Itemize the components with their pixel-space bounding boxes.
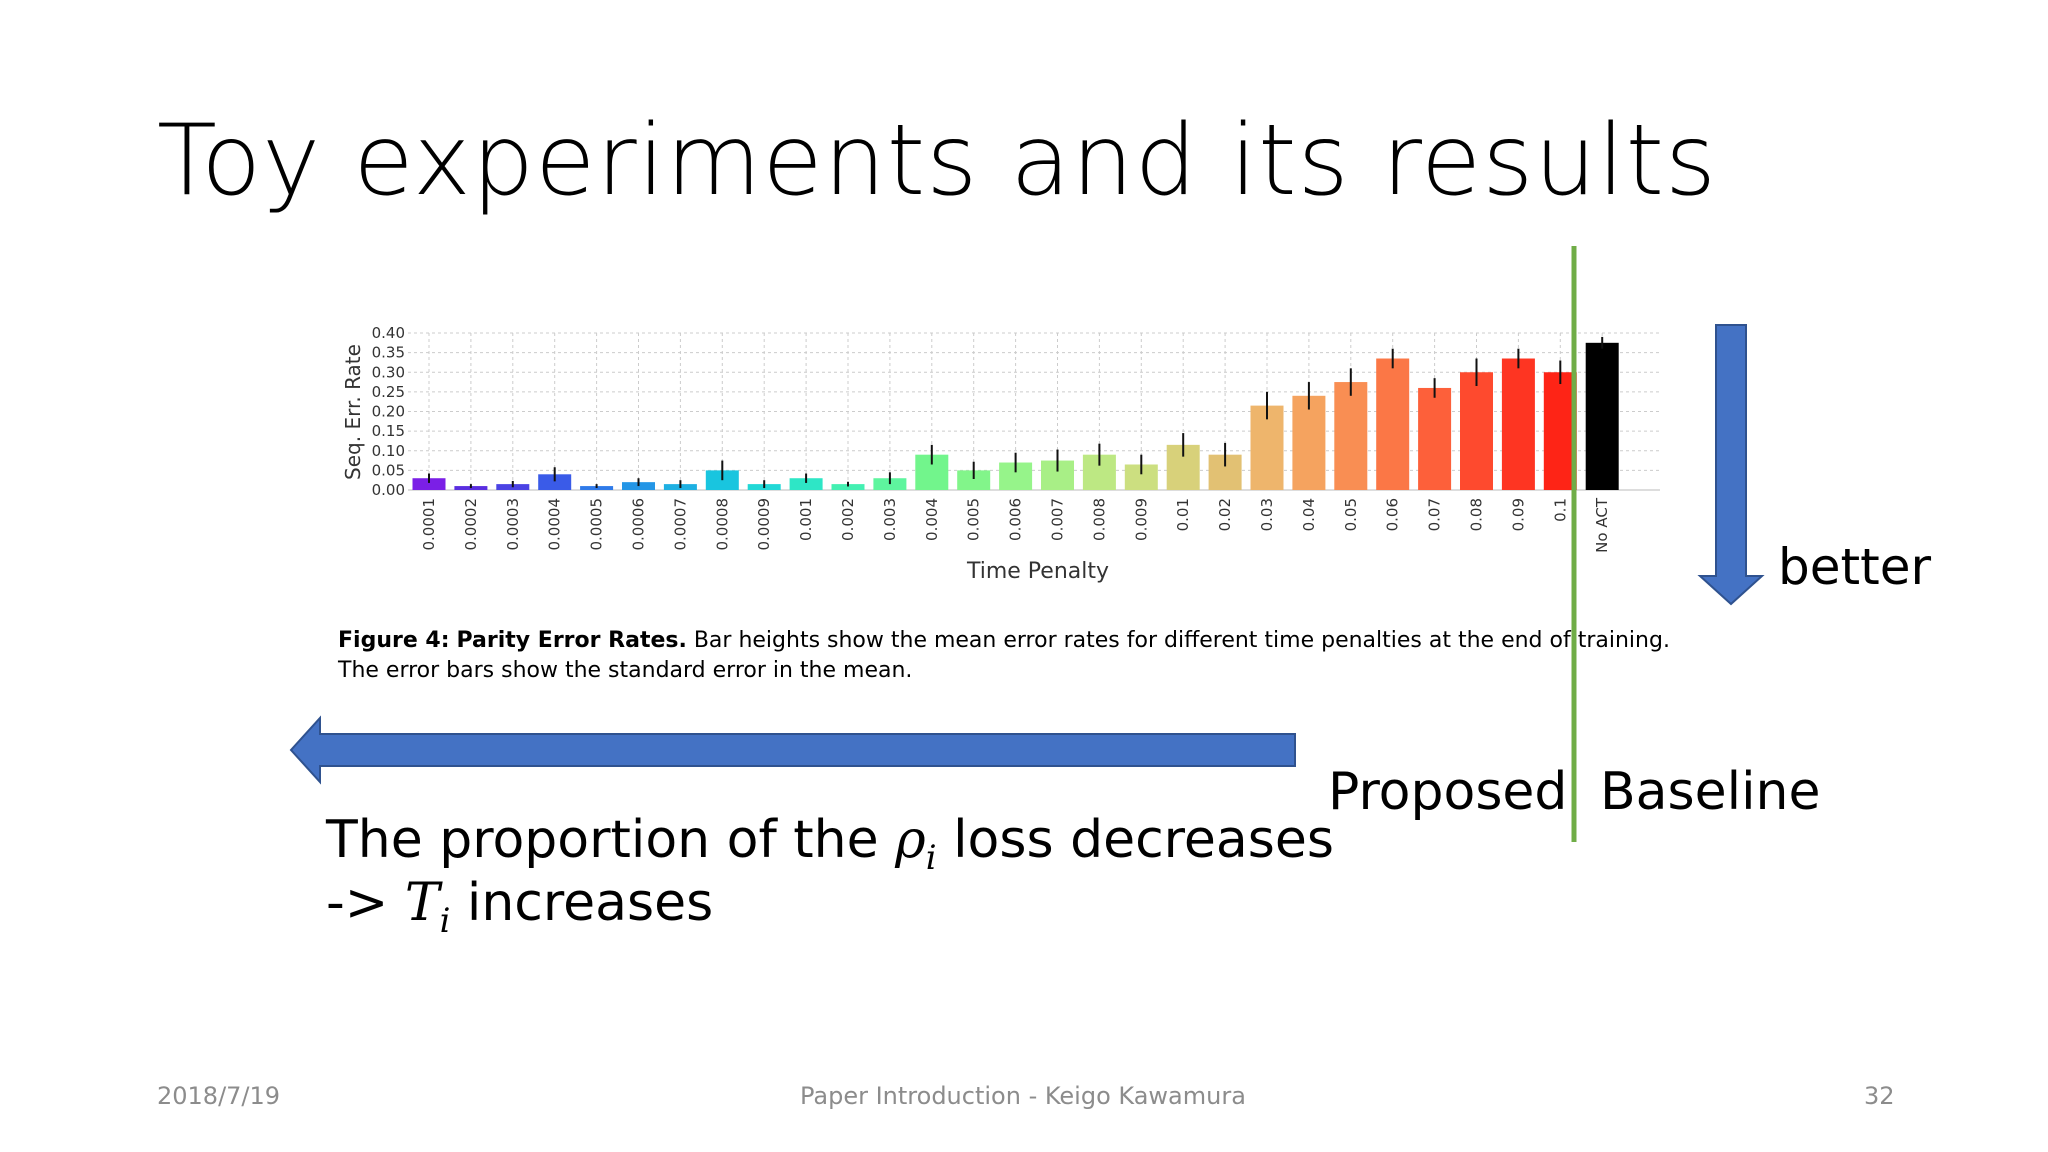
caption-figure-title: Parity Error Rates. bbox=[456, 628, 687, 653]
x-tick-label: 0.0003 bbox=[504, 498, 522, 551]
y-tick-label: 0.35 bbox=[372, 344, 405, 362]
x-tick-label: 0.001 bbox=[797, 498, 815, 541]
figure-caption: Figure 4: Parity Error Rates. Bar height… bbox=[338, 626, 1678, 686]
bar-0.0004 bbox=[538, 474, 572, 490]
x-tick-label: 0.006 bbox=[1007, 498, 1025, 541]
y-tick-label: 0.05 bbox=[372, 461, 405, 479]
note-line2-prefix: -> bbox=[326, 873, 389, 933]
x-tick-label: 0.08 bbox=[1468, 498, 1486, 531]
x-tick-label: 0.0006 bbox=[630, 498, 648, 551]
x-tick-label: 0.0007 bbox=[671, 498, 689, 551]
left-arrow bbox=[289, 715, 1296, 785]
x-tick-label: 0.0002 bbox=[462, 498, 480, 551]
note-line-2: -> Ti increases bbox=[326, 873, 713, 940]
caption-figure-label: Figure 4: bbox=[338, 628, 450, 653]
y-tick-label: 0.25 bbox=[372, 383, 405, 401]
y-tick-label: 0.30 bbox=[372, 363, 405, 381]
bar-0.03 bbox=[1250, 405, 1284, 490]
x-tick-label: 0.1 bbox=[1551, 498, 1569, 522]
x-tick-label: 0.0001 bbox=[420, 498, 438, 551]
y-tick-label: 0.40 bbox=[372, 324, 405, 342]
bar-0.005 bbox=[957, 470, 991, 490]
bar-0.1 bbox=[1543, 372, 1577, 490]
bar-0.002 bbox=[831, 484, 865, 490]
caption-line-1: Figure 4: Parity Error Rates. Bar height… bbox=[338, 626, 1678, 656]
x-tick-label: 0.01 bbox=[1174, 498, 1192, 531]
x-tick-label: 0.007 bbox=[1049, 498, 1067, 541]
x-tick-label: 0.07 bbox=[1426, 498, 1444, 531]
x-tick-label: No ACT bbox=[1593, 497, 1611, 553]
bar-0.08 bbox=[1460, 372, 1493, 490]
chart-x-axis-label: Time Penalty bbox=[966, 559, 1109, 584]
bar-no-act bbox=[1585, 342, 1619, 490]
x-tick-label: 0.05 bbox=[1342, 498, 1360, 531]
x-tick-label: 0.06 bbox=[1384, 498, 1402, 531]
chart-y-axis-label: Seq. Err. Rate bbox=[341, 344, 365, 480]
caption-line-2: The error bars show the standard error i… bbox=[338, 658, 913, 683]
note-line1-suffix: loss decreases bbox=[953, 810, 1334, 870]
down-arrow bbox=[1697, 324, 1765, 606]
chart-errorbars bbox=[428, 336, 1604, 489]
note-line-1: The proportion of the ρi loss decreases bbox=[326, 810, 1334, 877]
bar-0.05 bbox=[1334, 382, 1368, 490]
bar-0.07 bbox=[1418, 387, 1452, 490]
bar-0.06 bbox=[1376, 358, 1410, 490]
better-label: better bbox=[1778, 538, 1932, 596]
x-tick-label: 0.005 bbox=[965, 498, 983, 541]
y-tick-label: 0.20 bbox=[372, 403, 405, 421]
x-tick-label: 0.0005 bbox=[588, 498, 606, 551]
y-tick-label: 0.15 bbox=[372, 422, 405, 440]
caption-text-1: Bar heights show the mean error rates fo… bbox=[693, 628, 1670, 653]
x-tick-label: 0.03 bbox=[1258, 498, 1276, 531]
proposed-label: Proposed bbox=[1328, 762, 1568, 822]
bar-0.04 bbox=[1292, 395, 1326, 490]
x-tick-label: 0.002 bbox=[839, 498, 857, 541]
bar-0.001 bbox=[789, 478, 823, 490]
note-line2-suffix: increases bbox=[466, 873, 714, 933]
rho-symbol: ρi bbox=[895, 810, 937, 877]
x-tick-label: 0.008 bbox=[1090, 498, 1108, 541]
note-line1-prefix: The proportion of the bbox=[326, 810, 879, 870]
footer-title: Paper Introduction - Keigo Kawamura bbox=[800, 1082, 1246, 1110]
x-tick-label: 0.0009 bbox=[755, 498, 773, 551]
t-symbol: Ti bbox=[404, 873, 451, 940]
x-tick-label: 0.004 bbox=[923, 498, 941, 541]
y-tick-label: 0.10 bbox=[372, 442, 405, 460]
footer-date: 2018/7/19 bbox=[157, 1082, 281, 1110]
y-tick-label: 0.00 bbox=[372, 481, 405, 499]
chart-y-ticks: 0.00 0.050.10 0.150.20 0.25 0.300.35 0.40 bbox=[372, 324, 405, 499]
x-tick-label: 0.02 bbox=[1216, 498, 1234, 531]
x-tick-label: 0.0008 bbox=[713, 498, 731, 551]
baseline-label: Baseline bbox=[1600, 762, 1821, 822]
x-tick-label: 0.009 bbox=[1132, 498, 1150, 541]
x-tick-label: 0.003 bbox=[881, 498, 899, 541]
footer-page-number: 32 bbox=[1864, 1082, 1895, 1110]
bar-0.0001 bbox=[412, 478, 446, 490]
x-tick-label: 0.09 bbox=[1509, 498, 1527, 531]
x-tick-label: 0.04 bbox=[1300, 498, 1318, 531]
slide-title: Toy experiments and its results bbox=[157, 104, 1718, 218]
bar-0.09 bbox=[1501, 358, 1535, 490]
chart-x-ticks: 0.0001 0.0002 0.0003 0.0004 0.0005 0.0006 0.00… bbox=[420, 497, 1611, 553]
x-tick-label: 0.0004 bbox=[546, 498, 564, 551]
